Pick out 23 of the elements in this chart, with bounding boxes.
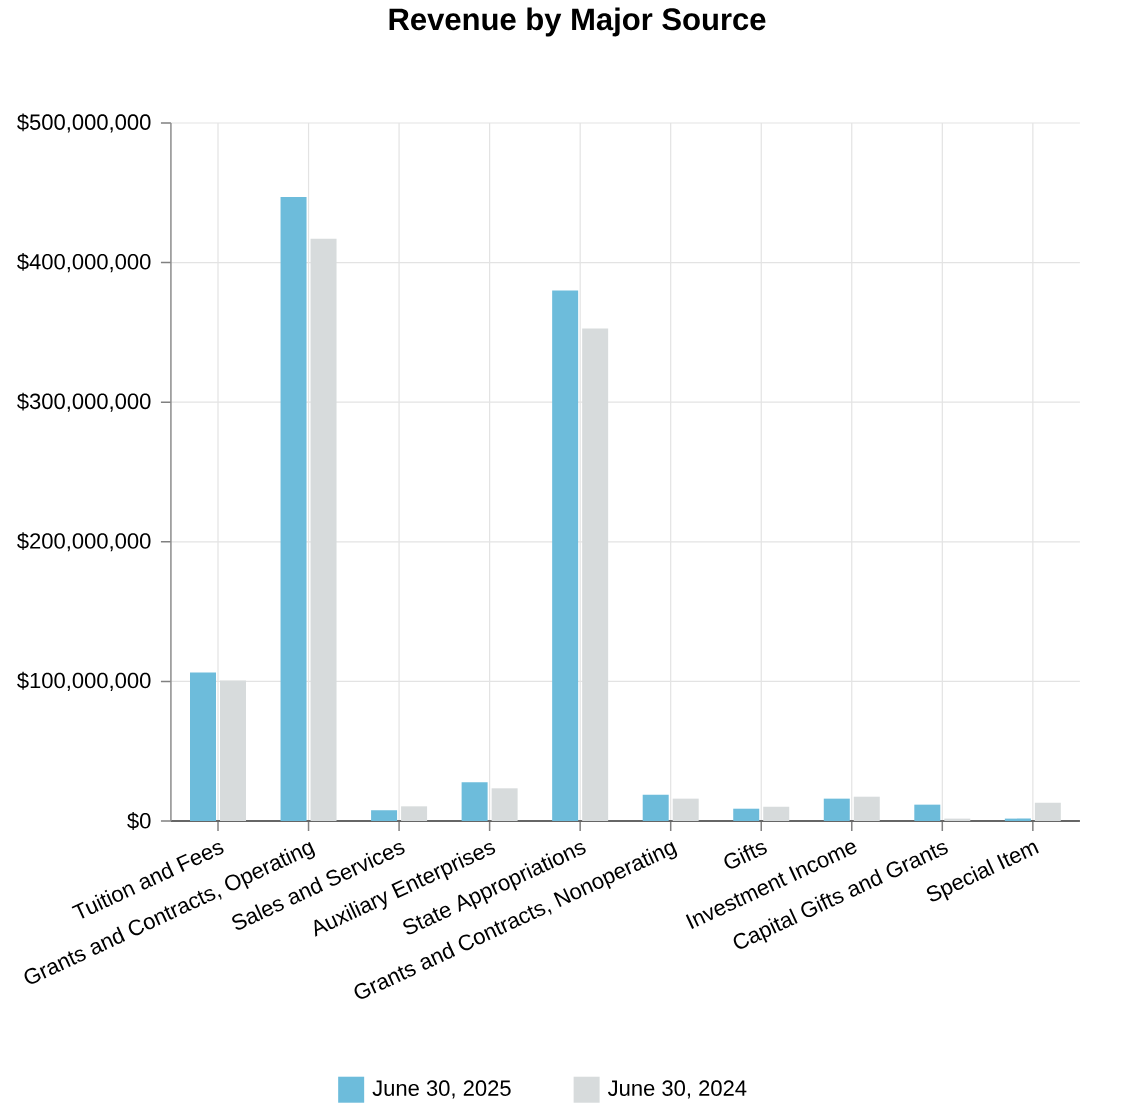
y-tick-label: $500,000,000 [17, 113, 151, 133]
y-tick-label: $200,000,000 [17, 532, 151, 552]
y-tick-label: $400,000,000 [17, 253, 151, 273]
y-tick-label: $0 [127, 812, 151, 830]
bar [914, 804, 941, 821]
y-tick-label: $300,000,000 [17, 392, 151, 412]
chart-title: Revenue by Major Source [389, 7, 766, 37]
x-tick-label: Gifts [724, 842, 767, 869]
y-tick-label: $100,000,000 [17, 671, 151, 691]
bar [642, 794, 669, 821]
bar [461, 782, 488, 821]
bar [733, 808, 760, 821]
bar [280, 196, 307, 821]
legend-label: June 30, 2025 [372, 1080, 511, 1099]
legend-label: June 30, 2024 [607, 1080, 747, 1099]
bar [853, 796, 880, 821]
bar [823, 798, 850, 821]
bar [552, 290, 579, 821]
bar [190, 672, 217, 821]
bar [491, 788, 518, 821]
bar [1034, 802, 1061, 821]
bar [371, 810, 398, 821]
bar [672, 798, 699, 821]
